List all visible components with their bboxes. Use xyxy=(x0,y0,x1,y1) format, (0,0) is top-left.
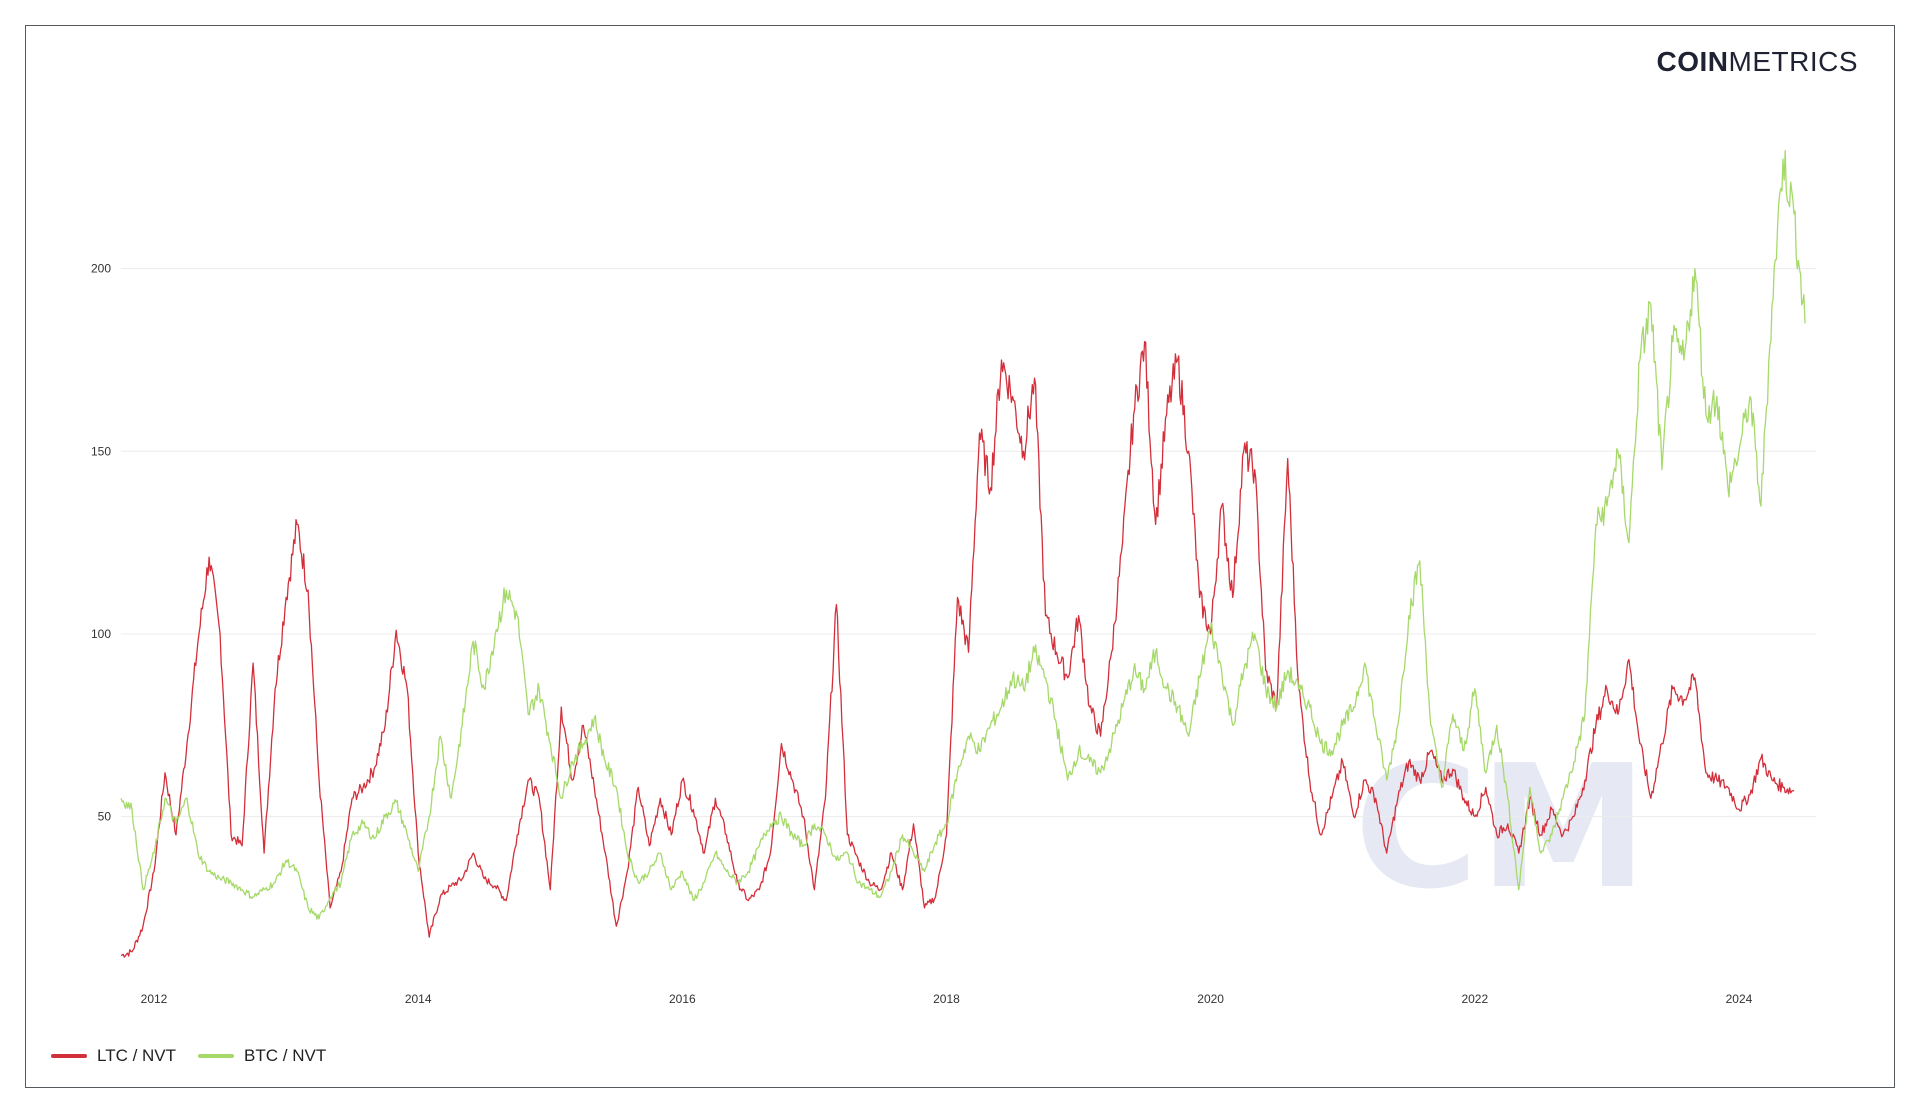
x-tick-label: 2014 xyxy=(405,992,432,1006)
x-tick-label: 2022 xyxy=(1461,992,1488,1006)
series-group xyxy=(120,150,1806,958)
legend-label-ltc: LTC / NVT xyxy=(97,1046,177,1065)
legend: LTC / NVT BTC / NVT xyxy=(51,1046,348,1066)
y-tick-label: 150 xyxy=(91,444,111,458)
coinmetrics-logo: COINMETRICS xyxy=(1657,46,1859,78)
x-tick-label: 2016 xyxy=(669,992,696,1006)
x-tick-label: 2020 xyxy=(1197,992,1224,1006)
legend-swatch-ltc xyxy=(51,1054,87,1058)
logo-bold-text: COIN xyxy=(1656,46,1729,77)
x-tick-label: 2012 xyxy=(141,992,168,1006)
x-tick-label: 2018 xyxy=(933,992,960,1006)
legend-item-btc-nvt[interactable]: BTC / NVT xyxy=(198,1046,326,1066)
grid-lines xyxy=(121,268,1816,818)
x-tick-label: 2024 xyxy=(1726,992,1753,1006)
legend-item-ltc-nvt[interactable]: LTC / NVT xyxy=(51,1046,176,1066)
series-line-ltc-nvt xyxy=(120,341,1795,958)
logo-light-text: METRICS xyxy=(1728,46,1858,77)
y-tick-label: 200 xyxy=(91,262,111,276)
y-axis-ticks: 50 100 150 200 xyxy=(91,262,111,824)
series-line-btc-nvt xyxy=(120,150,1806,920)
chart-frame: CM 50 100 150 200 2012 2014 2016 2018 2020 2022 2… xyxy=(25,25,1895,1088)
legend-label-btc: BTC / NVT xyxy=(244,1046,327,1065)
y-tick-label: 50 xyxy=(98,810,112,824)
legend-swatch-btc xyxy=(198,1054,235,1058)
x-axis-ticks: 2012 2014 2016 2018 2020 2022 2024 xyxy=(141,992,1753,1006)
y-tick-label: 100 xyxy=(91,627,111,641)
